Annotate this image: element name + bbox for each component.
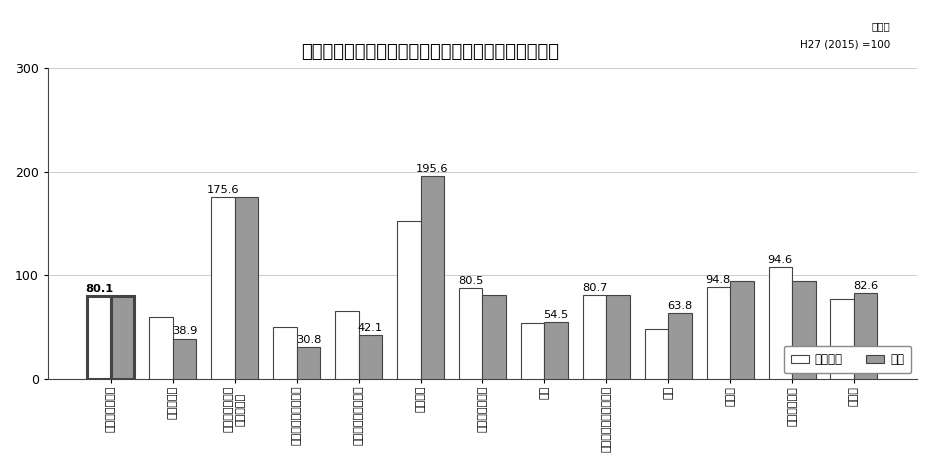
Bar [397, 221, 420, 379]
Bar [730, 281, 754, 379]
Bar [668, 313, 692, 379]
Bar [582, 295, 607, 379]
Bar [830, 299, 854, 379]
Text: 42.1: 42.1 [358, 323, 383, 333]
Bar [706, 287, 730, 379]
Bar [88, 296, 111, 379]
Bar [359, 335, 382, 379]
Bar [459, 288, 483, 379]
Bar [769, 267, 792, 379]
Legend: 前年同月, 当月: 前年同月, 当月 [784, 346, 911, 373]
Bar [483, 296, 506, 379]
Bar [607, 295, 630, 379]
Bar [235, 197, 258, 379]
Title: 業種別の生産指数（原指数）の当月と前年同月の比較: 業種別の生産指数（原指数）の当月と前年同月の比較 [301, 43, 559, 61]
Text: 82.6: 82.6 [853, 281, 878, 291]
Text: 80.5: 80.5 [458, 276, 484, 286]
Text: 175.6: 175.6 [207, 185, 240, 195]
Bar [212, 197, 235, 379]
Text: 30.8: 30.8 [295, 335, 322, 345]
Bar [521, 323, 544, 379]
Bar [792, 281, 816, 379]
Bar [273, 327, 296, 379]
Text: 94.8: 94.8 [706, 275, 731, 284]
Text: 原指数: 原指数 [871, 21, 890, 31]
Bar [149, 317, 172, 379]
Text: 195.6: 195.6 [416, 164, 448, 174]
Bar [645, 329, 668, 379]
Bar [172, 339, 197, 379]
Bar [544, 322, 568, 379]
Bar [296, 347, 321, 379]
Text: H27 (2015) =100: H27 (2015) =100 [800, 40, 890, 50]
Bar [420, 176, 444, 379]
Text: 38.9: 38.9 [171, 326, 198, 336]
Text: 80.7: 80.7 [582, 283, 608, 293]
Bar [854, 293, 878, 379]
Text: 94.6: 94.6 [768, 255, 793, 265]
Text: 54.5: 54.5 [543, 310, 569, 320]
Text: 63.8: 63.8 [667, 301, 692, 311]
Bar [336, 311, 359, 379]
Text: 80.1: 80.1 [85, 284, 113, 294]
Bar [111, 296, 134, 379]
